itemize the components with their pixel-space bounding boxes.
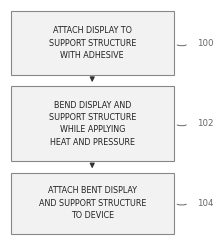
Bar (11, 86, 174, 161)
Text: 104: 104 (197, 198, 214, 207)
Text: 102: 102 (197, 119, 214, 128)
Text: ATTACH BENT DISPLAY
AND SUPPORT STRUCTURE
TO DEVICE: ATTACH BENT DISPLAY AND SUPPORT STRUCTUR… (39, 186, 146, 220)
Text: BEND DISPLAY AND
SUPPORT STRUCTURE
WHILE APPLYING
HEAT AND PRESSURE: BEND DISPLAY AND SUPPORT STRUCTURE WHILE… (49, 100, 136, 147)
Text: ATTACH DISPLAY TO
SUPPORT STRUCTURE
WITH ADHESIVE: ATTACH DISPLAY TO SUPPORT STRUCTURE WITH… (49, 26, 136, 60)
Bar (11, 172, 174, 234)
Text: 100: 100 (197, 39, 214, 48)
Bar (11, 11, 174, 75)
